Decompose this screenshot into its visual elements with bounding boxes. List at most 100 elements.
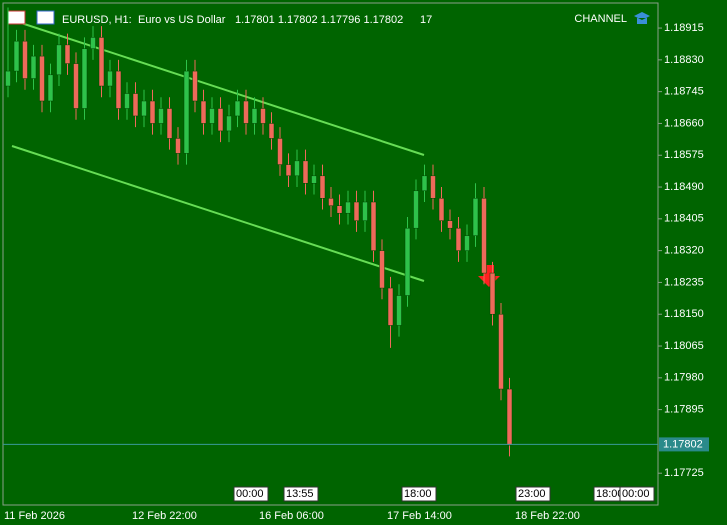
y-tick-label: 1.18235 (664, 276, 704, 288)
event-label: 00:00 (622, 488, 650, 500)
candle-body (464, 235, 470, 251)
candle-body (362, 201, 368, 221)
x-tick-label: 11 Feb 2026 (4, 510, 65, 522)
indicator-icon (634, 12, 650, 24)
candle-body (158, 108, 164, 124)
candle-body (294, 160, 300, 177)
candle-body (90, 37, 96, 49)
candle-body (47, 74, 54, 102)
candle-body (498, 313, 504, 390)
candle-body (489, 272, 496, 315)
candle-body (481, 198, 487, 274)
candle-body (183, 70, 190, 154)
candle-body (5, 70, 11, 87)
candle-body (260, 108, 266, 124)
candle-body (149, 100, 156, 124)
candle-body (447, 220, 453, 229)
plot-frame (2, 2, 659, 506)
candle-body (22, 40, 28, 79)
candle-body (124, 93, 130, 109)
event-box (619, 486, 655, 502)
candle-body (200, 100, 207, 124)
candle-body (370, 201, 377, 251)
candle-body (345, 201, 351, 214)
candle-body (243, 100, 249, 124)
candle-body (379, 250, 385, 289)
y-tick-label: 1.18575 (664, 149, 704, 161)
event-box (515, 486, 551, 502)
candle-body (311, 175, 317, 184)
y-tick-label: 1.18745 (664, 86, 704, 98)
candle-body (404, 227, 411, 296)
current-price-box (659, 437, 709, 452)
y-tick-label: 1.18490 (664, 181, 704, 193)
event-box (233, 486, 269, 502)
candle-body (336, 205, 343, 214)
description: Euro vs US Dollar (138, 14, 226, 26)
candle-body (141, 100, 147, 117)
candle-body (285, 164, 292, 177)
event-label: 18:00 (596, 488, 624, 500)
channel-lower (11, 145, 425, 282)
x-tick-label: 18 Feb 22:00 (515, 510, 580, 522)
candle-body (81, 48, 88, 109)
candle-body (166, 108, 173, 139)
event-label: 00:00 (236, 488, 264, 500)
x-tick-label: 12 Feb 22:00 (132, 510, 197, 522)
candle-body (387, 287, 394, 326)
y-tick-label: 1.18150 (664, 308, 704, 320)
candle-body (217, 108, 224, 132)
candle-body (430, 175, 436, 199)
candle-body (455, 227, 462, 251)
candle-body (268, 123, 275, 139)
y-tick-label: 1.18405 (664, 213, 704, 225)
candle-body (64, 44, 71, 64)
x-tick-label: 16 Feb 06:00 (259, 510, 324, 522)
event-box (283, 486, 319, 502)
candle-body (328, 198, 334, 206)
y-tick-label: 1.18065 (664, 340, 704, 352)
candle-body (175, 138, 181, 154)
symbol-icon[interactable] (36, 10, 55, 25)
candle-body (73, 63, 79, 109)
y-tick-label: 1.18830 (664, 54, 704, 66)
candle-body (472, 198, 479, 236)
tick-volume: 17 (420, 14, 432, 26)
candle-body (30, 55, 37, 79)
candle-body (251, 108, 258, 124)
candle-body (209, 108, 215, 124)
y-tick-label: 1.17725 (664, 467, 704, 479)
indicator-name: CHANNEL (574, 13, 627, 25)
candle-body (107, 70, 113, 87)
event-label: 23:00 (518, 488, 546, 500)
candle-body (192, 70, 198, 102)
candle-body (438, 198, 445, 221)
candle-body (132, 93, 139, 117)
candle-body (413, 190, 419, 229)
current-price-label: 1.17802 (663, 438, 703, 450)
quote: 1.17801 1.17802 1.17796 1.17802 (235, 14, 403, 26)
candle-body (115, 70, 122, 109)
candle-body (98, 37, 105, 87)
candle-body (506, 388, 513, 446)
event-box (401, 486, 437, 502)
candle-body (421, 175, 428, 192)
candle-body (13, 40, 20, 72)
event-label: 13:55 (286, 488, 314, 500)
menu-icon[interactable] (7, 10, 26, 25)
candle-body (39, 55, 45, 102)
y-tick-label: 1.17895 (664, 404, 704, 416)
candle-body (302, 160, 309, 184)
y-tick-label: 1.17980 (664, 372, 704, 384)
candle-body (277, 138, 283, 165)
event-label: 18:00 (404, 488, 432, 500)
candle-body (353, 201, 360, 221)
y-tick-label: 1.18915 (664, 22, 704, 34)
y-tick-label: 1.18320 (664, 245, 704, 257)
symbol: EURUSD, H1: (62, 14, 132, 26)
candle-body (56, 44, 62, 76)
candle-body (234, 100, 241, 117)
candle-body (319, 175, 326, 199)
